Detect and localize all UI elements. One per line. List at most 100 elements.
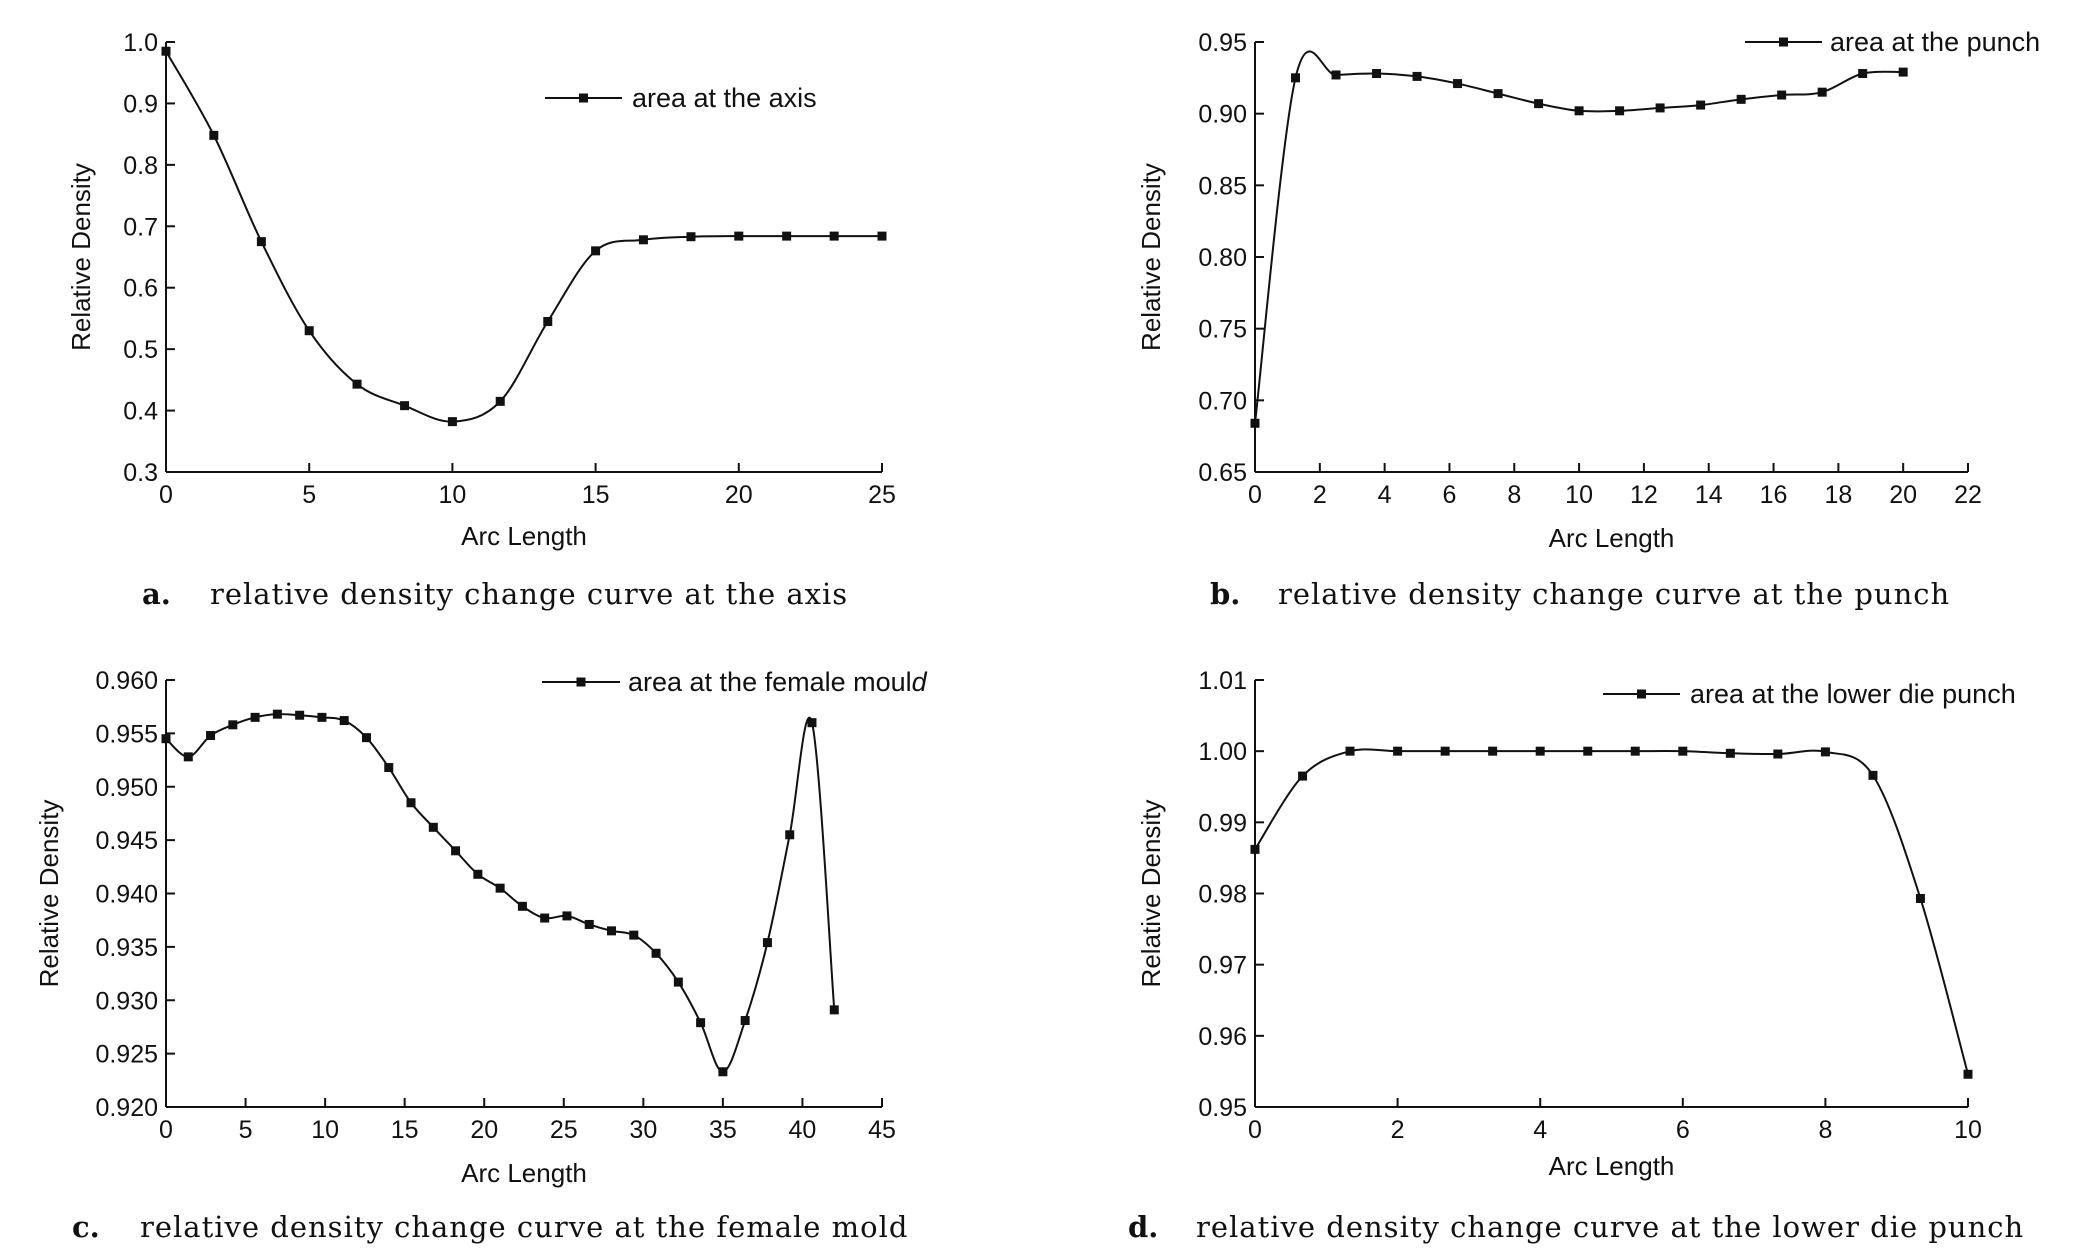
panel-b-data-point [1655,103,1665,113]
panel-c-data-point [562,911,572,921]
panel-d-data-point [1630,746,1640,756]
panel-c-data-point [829,1005,839,1015]
panel-c-y-tick-label: 0.920 [95,1094,158,1122]
panel-c-data-point [673,977,683,987]
panel-c: c. relative density change curve at the … [34,667,928,1244]
panel-c-y-tick-label: 0.930 [95,987,158,1015]
panel-d-data-point [1963,1069,1973,1079]
panel-a-data-point [591,246,601,256]
panel-b-data-point [1817,87,1827,97]
panel-c-data-point [540,913,550,923]
panel-a-x-tick-label: 15 [582,481,610,509]
panel-d-data-point [1868,770,1878,780]
panel-d-data-point [1345,746,1355,756]
panel-d-y-tick-label: 0.98 [1198,881,1247,909]
panel-c-data-point [428,822,438,832]
panel-d-data-point [1725,748,1735,758]
panel-c-data-point [651,948,661,958]
panel-c-data-point [250,712,260,722]
panel-c-y-tick-label: 0.935 [95,934,158,962]
panel-c-data-point [495,883,505,893]
panel-d-y-tick-label: 1.00 [1198,738,1247,766]
panel-c-data-point [740,1016,750,1026]
panel-d-y-tick-label: 0.99 [1198,809,1247,837]
panel-d-y-tick-label: 0.96 [1198,1023,1247,1051]
panel-d-data-point [1393,746,1403,756]
panel-c-x-tick-label: 35 [709,1116,737,1144]
panel-d-y-tick-label: 0.97 [1198,952,1247,980]
panel-d-data-point [1773,749,1783,759]
panel-c-data-point [295,710,305,720]
panel-c-x-tick-label: 15 [391,1116,419,1144]
panel-d-x-axis-label: Arc Length [1549,1151,1675,1181]
panel-d-x-tick-label: 10 [1954,1116,1982,1144]
panel-a-data-point [782,231,792,241]
panel-c-x-tick-label: 10 [311,1116,339,1144]
panel-a-data-point [447,417,457,427]
panel-b-data-point [1493,89,1503,99]
panel-a-caption-letter: a. [142,577,171,611]
panel-b-legend-marker [1779,37,1788,47]
panel-a-data-point [256,237,266,247]
panel-b-x-tick-label: 16 [1760,481,1788,509]
panel-b-x-tick-label: 4 [1378,481,1392,509]
panel-a-data-point [161,46,171,56]
panel-d-data-point [1440,746,1450,756]
panel-d-x-tick-label: 8 [1818,1116,1832,1144]
panel-c-data-point [317,712,327,722]
panel-d-data-point [1583,746,1593,756]
panel-b-x-tick-label: 2 [1313,481,1327,509]
panel-c-y-axis-label: Relative Density [34,800,64,988]
panel-d-y-axis-label: Relative Density [1136,800,1166,988]
panel-d-x-tick-label: 2 [1391,1116,1405,1144]
panel-d-x-tick-label: 6 [1676,1116,1690,1144]
panel-b-x-tick-label: 0 [1248,481,1262,509]
panel-b-x-tick-label: 10 [1565,481,1593,509]
panel-c-x-tick-label: 25 [550,1116,578,1144]
panel-b-x-tick-label: 14 [1695,481,1723,509]
panel-c-data-point [607,926,617,936]
panel-b-y-tick-label: 0.90 [1198,101,1247,129]
panel-d-data-point [1488,746,1498,756]
panel-a-data-point [734,231,744,241]
panel-d-caption-letter: d. [1128,1210,1158,1244]
panel-b-data-point [1574,106,1584,116]
panel-c-caption-text: relative density change curve at the fem… [140,1210,908,1244]
panel-b-data-point [1615,106,1625,116]
panel-c-y-tick-label: 0.950 [95,774,158,802]
panel-a-data-point [543,317,553,326]
panel-b-y-tick-label: 0.85 [1198,172,1247,200]
panel-a-caption-text: relative density change curve at the axi… [210,577,848,611]
panel-c-y-tick-label: 0.955 [95,720,158,748]
panel-b-y-tick-label: 0.80 [1198,244,1247,272]
panel-c-y-tick-label: 0.925 [95,1041,158,1069]
panel-b-data-point [1736,94,1746,104]
panel-a-data-point [877,231,887,241]
panel-c-data-point [762,938,772,948]
panel-c-legend-label: area at the female mould [628,667,928,697]
panel-b-x-tick-label: 8 [1507,481,1521,509]
panel-b-data-point [1372,69,1382,79]
panel-d: d. relative density change curve at the … [1128,667,2023,1244]
panel-a-y-axis-label: Relative Density [66,163,96,351]
panel-c-data-point [696,1018,706,1028]
panel-b-data-point [1858,69,1868,79]
panel-d-data-point [1820,747,1830,757]
panel-b-data-point [1331,70,1341,80]
panel-b-caption-text: relative density change curve at the pun… [1278,577,1950,611]
panel-d-legend-label: area at the lower die punch [1690,679,2016,709]
panel-c-x-tick-label: 5 [239,1116,253,1144]
panel-d-legend-marker [1637,689,1646,699]
panel-d-x-tick-label: 0 [1248,1116,1262,1144]
panel-a-data-point [352,379,362,389]
panel-c-legend-label-tail: d [912,667,928,697]
panel-a-data-point [304,326,314,336]
panel-b-data-point [1412,71,1422,81]
panel-b-data-point [1453,79,1463,89]
panel-a-y-tick-label: 0.9 [123,90,158,118]
panel-b-y-tick-label: 0.95 [1198,29,1247,57]
panel-c-data-point [584,919,594,929]
panel-d-data-point [1298,771,1308,781]
panel-c-data-point [451,846,461,856]
